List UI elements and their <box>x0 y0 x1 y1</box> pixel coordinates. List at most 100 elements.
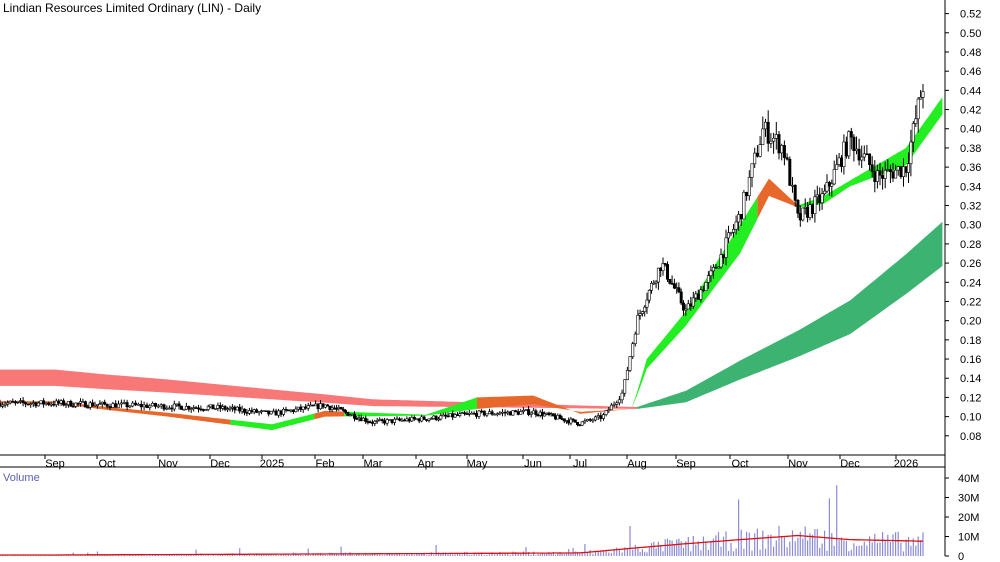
volume-bar <box>695 544 697 556</box>
candle-body <box>79 401 83 404</box>
volume-bar <box>520 554 522 556</box>
volume-bar <box>680 541 682 556</box>
candle-body <box>100 401 104 405</box>
volume-bar <box>869 536 871 556</box>
volume-bar <box>692 536 694 556</box>
candle-body <box>417 418 421 422</box>
candle-body <box>81 401 85 403</box>
volume-bar <box>391 554 393 556</box>
candle-body <box>830 183 834 187</box>
candle-body <box>818 194 822 204</box>
volume-bar <box>887 534 889 556</box>
short-term-band-down <box>533 395 632 414</box>
candle-body <box>11 400 15 403</box>
volume-bar <box>824 530 826 556</box>
volume-bar <box>730 543 732 556</box>
candle-body <box>31 402 35 405</box>
volume-bar <box>863 541 865 556</box>
candle-body <box>806 206 810 218</box>
candle-body <box>134 402 138 406</box>
candle-body <box>793 184 797 201</box>
candle-body <box>26 403 30 406</box>
volume-bar <box>561 552 563 556</box>
candle-body <box>470 412 474 415</box>
candle-body <box>385 419 389 424</box>
volume-bar <box>426 555 428 556</box>
candle-body <box>291 409 295 413</box>
candle-body <box>625 370 629 380</box>
candle-body <box>490 411 494 415</box>
candlesticks <box>0 84 925 427</box>
candle-body <box>304 406 308 409</box>
volume-bar <box>789 541 791 556</box>
candle-body <box>228 407 232 410</box>
candle-body <box>623 379 627 394</box>
candle-body <box>758 144 762 157</box>
volume-bar <box>338 554 340 556</box>
volume-bar <box>639 551 641 556</box>
volume-bar <box>433 554 435 556</box>
candle-body <box>852 136 856 152</box>
candle-body <box>238 406 242 412</box>
volume-bar <box>833 545 835 556</box>
price-tick-label: 0.10 <box>960 412 981 424</box>
candle-body <box>286 409 290 412</box>
price-tick-label: 0.14 <box>960 373 981 385</box>
candle-body <box>57 400 61 404</box>
candle-body <box>521 409 525 412</box>
volume-bar <box>486 555 488 556</box>
volume-bar <box>459 553 461 556</box>
volume-bar <box>324 555 326 556</box>
volume-bar <box>816 528 818 556</box>
candle-body <box>175 403 179 406</box>
candle-body <box>701 289 705 292</box>
candle-body <box>131 402 135 407</box>
candle-body <box>201 409 205 411</box>
volume-bar <box>882 532 884 556</box>
volume-bar <box>907 537 910 556</box>
price-tick-label: 0.22 <box>960 296 981 308</box>
volume-bar <box>922 532 924 556</box>
volume-bar <box>905 539 907 556</box>
volume-bar <box>895 532 897 556</box>
volume-bar <box>644 551 646 556</box>
candle-body <box>165 407 169 410</box>
candle-body <box>823 190 827 195</box>
candle-body <box>645 299 649 308</box>
volume-bar <box>697 541 699 556</box>
candle-body <box>477 410 481 417</box>
time-tick-label: 2026 <box>894 458 918 470</box>
candle-body <box>274 410 278 416</box>
candle-body <box>252 409 256 413</box>
candle-body <box>901 166 905 177</box>
volume-bar <box>483 555 485 556</box>
volume-tick-label: 0 <box>958 551 964 562</box>
candle-body <box>6 402 10 405</box>
volume-bar <box>641 549 643 556</box>
volume-bar <box>702 536 704 556</box>
candle-body <box>463 412 467 415</box>
volume-bar <box>265 554 267 556</box>
candle-body <box>508 411 512 416</box>
volume-bar <box>180 554 183 556</box>
time-tick-label: Jun <box>524 458 542 470</box>
volume-bar <box>160 555 162 556</box>
short-term-band-down <box>757 178 798 219</box>
volume-bar <box>655 548 657 556</box>
volume-bar <box>367 554 369 556</box>
volume-bar <box>440 553 442 556</box>
volume-bar <box>445 552 447 556</box>
candle-body <box>119 402 123 405</box>
volume-bar <box>243 554 246 556</box>
volume-bar <box>546 553 548 556</box>
candle-body <box>192 407 196 409</box>
candle-body <box>516 411 520 415</box>
candle-body <box>407 418 411 422</box>
candle-body <box>865 153 869 156</box>
candle-body <box>154 402 158 407</box>
volume-bar <box>473 552 475 556</box>
volume-bar <box>589 550 591 556</box>
volume-bar <box>533 551 535 556</box>
volume-bar <box>384 555 386 556</box>
volume-bar <box>494 554 496 556</box>
